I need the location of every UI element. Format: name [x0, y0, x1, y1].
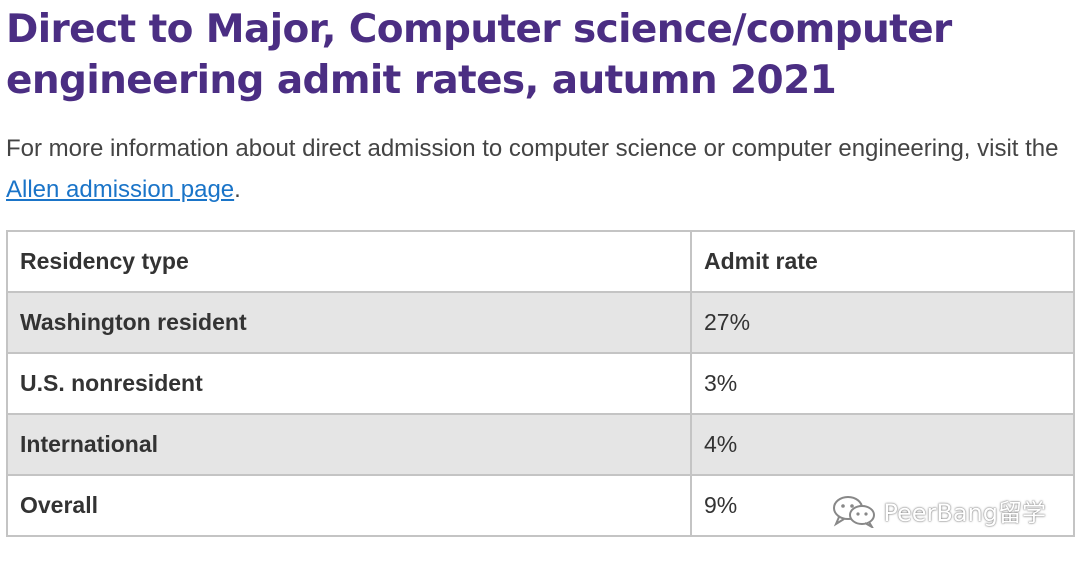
- admit-rate-cell: 9%: [690, 474, 1075, 537]
- watermark-text: PeerBang留学: [883, 499, 1046, 527]
- page-title: Direct to Major, Computer science/comput…: [6, 7, 952, 103]
- table-row: International 4%: [6, 413, 1075, 476]
- table-row: U.S. nonresident 3%: [6, 352, 1075, 415]
- residency-cell: Washington resident: [6, 291, 692, 354]
- allen-admission-link[interactable]: Allen admission page: [6, 176, 235, 203]
- wechat-icon: [833, 495, 876, 528]
- table-row: Overall 9%: [6, 474, 1075, 537]
- header-residency-type: Residency type: [6, 230, 692, 293]
- admit-rate-cell: 27%: [690, 291, 1075, 354]
- admit-rate-cell: 3%: [690, 352, 1075, 415]
- admit-rates-table: Residency type Admit rate Washington res…: [6, 230, 1075, 537]
- residency-cell: Overall: [6, 474, 692, 537]
- intro-text-before: For more information about direct admiss…: [6, 135, 1059, 162]
- header-admit-rate: Admit rate: [690, 230, 1075, 293]
- intro-text: For more information about direct admiss…: [6, 128, 1076, 210]
- table-row: Washington resident 27%: [6, 291, 1075, 354]
- watermark: PeerBang留学: [831, 493, 1046, 528]
- residency-cell: U.S. nonresident: [6, 352, 692, 415]
- table-header-row: Residency type Admit rate: [6, 230, 1075, 293]
- admit-rate-cell: 4%: [690, 413, 1075, 476]
- residency-cell: International: [6, 413, 692, 476]
- intro-text-after: .: [234, 176, 241, 203]
